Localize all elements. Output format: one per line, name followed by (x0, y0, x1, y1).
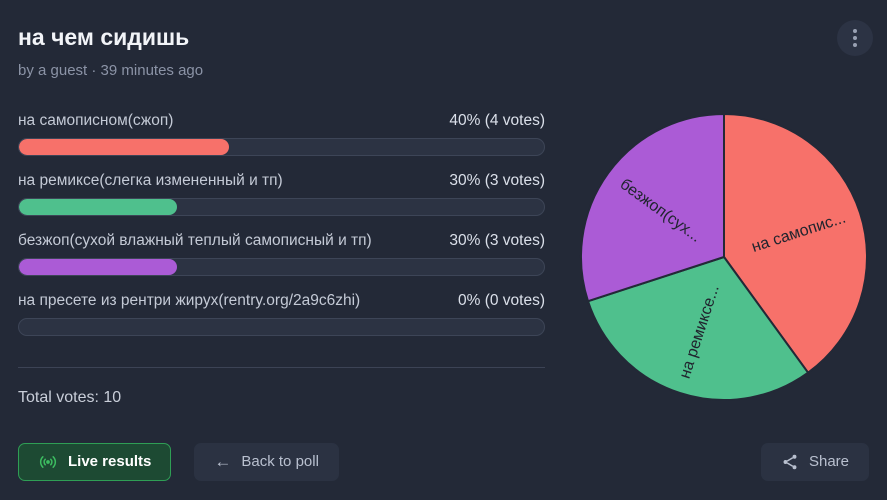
progress-track (18, 137, 545, 156)
option-label: на пресете из рентри жирух(rentry.org/2a… (18, 291, 361, 309)
divider (18, 366, 545, 368)
pie-chart-svg: на самопис...на ремиксе...безжоп(сух... (580, 112, 868, 401)
options-list: на самописном(сжоп) 40% (4 votes) на рем… (18, 111, 545, 407)
footer-actions: Live results ← Back to poll Share (18, 442, 869, 481)
live-results-button[interactable]: Live results (18, 442, 172, 481)
share-button[interactable]: Share (760, 442, 869, 481)
option-result: 30% (3 votes) (449, 231, 545, 249)
pie-chart: на самопис... на ремиксе... безжоп(сух... (578, 111, 870, 403)
live-results-label: Live results (68, 453, 152, 471)
option-result: 0% (0 votes) (457, 291, 545, 309)
poll-option: на ремиксе(слегка измененный и тп) 30% (… (18, 171, 545, 216)
option-label: на ремиксе(слегка измененный и тп) (18, 171, 283, 189)
pie-slice (580, 112, 725, 303)
poll-option: на самописном(сжоп) 40% (4 votes) (18, 111, 545, 156)
kebab-menu-icon (853, 29, 857, 47)
progress-track (18, 197, 545, 216)
progress-track (18, 317, 545, 336)
option-label: на самописном(сжоп) (18, 111, 174, 129)
results-main: на самописном(сжоп) 40% (4 votes) на рем… (18, 111, 869, 407)
poll-option: на пресете из рентри жирух(rentry.org/2a… (18, 291, 545, 336)
pie-slice (586, 255, 810, 401)
back-to-poll-button[interactable]: ← Back to poll (194, 442, 339, 481)
option-result: 30% (3 votes) (449, 171, 545, 189)
poll-option: безжоп(сухой влажный теплый самописный и… (18, 231, 545, 276)
progress-fill (19, 198, 177, 215)
pie-slice (723, 112, 868, 374)
option-label: безжоп(сухой влажный теплый самописный и… (18, 231, 372, 249)
page-title: на чем сидишь (18, 24, 190, 50)
share-label: Share (808, 453, 849, 471)
back-arrow-icon: ← (214, 452, 232, 472)
share-icon (783, 454, 797, 469)
progress-fill (19, 258, 177, 275)
poll-byline: by a guest · 39 minutes ago (18, 61, 204, 79)
option-result: 40% (4 votes) (449, 111, 545, 129)
progress-track (18, 257, 545, 276)
progress-fill (19, 138, 229, 155)
more-options-button[interactable] (837, 20, 873, 56)
live-broadcast-icon (39, 455, 57, 468)
back-to-poll-label: Back to poll (241, 453, 319, 471)
total-votes: Total votes: 10 (18, 388, 122, 406)
